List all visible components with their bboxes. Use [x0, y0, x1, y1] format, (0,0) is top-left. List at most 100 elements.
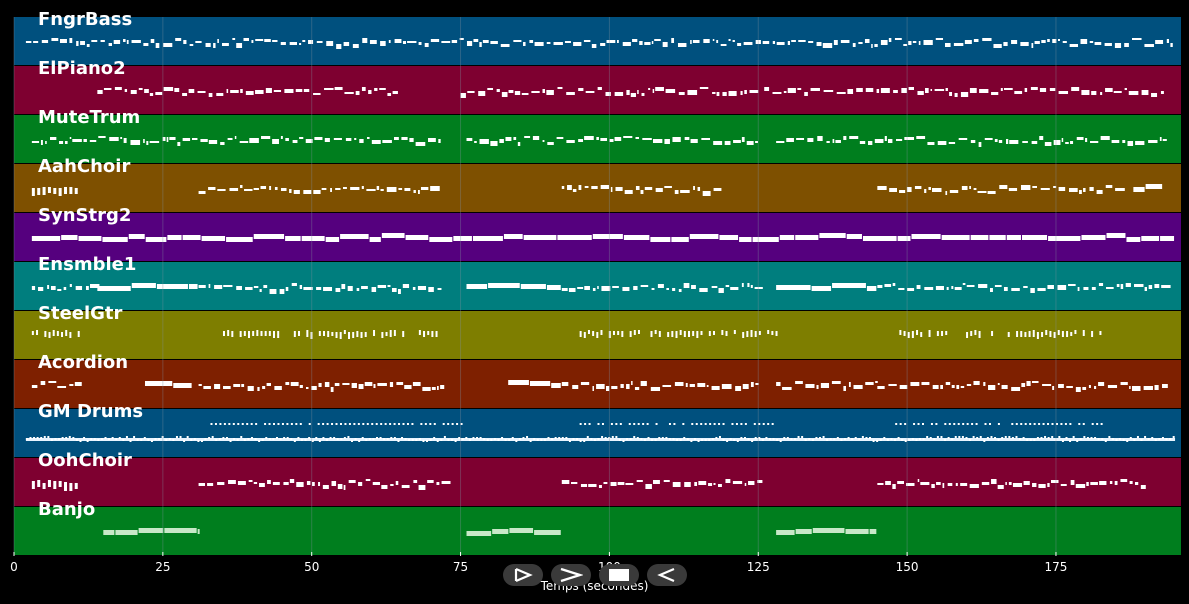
- note: [1129, 386, 1131, 389]
- note: [757, 480, 763, 483]
- note: [1047, 423, 1050, 425]
- note: [500, 44, 510, 47]
- note: [322, 485, 329, 489]
- note: [102, 237, 128, 242]
- note: [916, 330, 919, 335]
- note: [899, 190, 906, 193]
- note: [966, 332, 969, 338]
- note: [642, 138, 652, 140]
- note: [280, 188, 287, 191]
- note: [797, 436, 800, 438]
- note: [876, 89, 880, 93]
- note: [161, 436, 164, 438]
- note: [572, 438, 575, 440]
- note: [521, 93, 529, 95]
- note: [708, 439, 711, 441]
- note: [47, 480, 51, 487]
- note: [404, 438, 407, 440]
- note: [289, 189, 292, 193]
- note: [443, 436, 446, 438]
- note: [526, 436, 529, 438]
- forward-button[interactable]: [551, 564, 591, 586]
- note: [201, 236, 226, 241]
- note: [253, 482, 258, 484]
- note: [61, 235, 78, 240]
- note: [608, 331, 611, 338]
- note: [685, 383, 688, 387]
- note: [987, 191, 996, 194]
- note: [331, 481, 337, 486]
- note: [636, 480, 643, 482]
- note: [731, 423, 734, 425]
- note: [597, 87, 602, 90]
- note: [718, 436, 721, 438]
- note: [1082, 330, 1085, 336]
- stop-button[interactable]: [599, 564, 639, 586]
- note: [219, 423, 222, 425]
- note: [211, 436, 214, 438]
- note: [666, 288, 670, 290]
- note: [969, 88, 977, 93]
- note: [83, 139, 87, 142]
- note: [377, 383, 387, 386]
- track-lane: [14, 409, 1181, 457]
- note: [1144, 44, 1154, 47]
- note: [305, 387, 309, 389]
- note: [1096, 190, 1103, 194]
- note: [700, 423, 703, 425]
- track-label: AahChoir: [38, 156, 130, 177]
- note: [64, 187, 68, 194]
- note: [608, 437, 611, 439]
- note: [1076, 440, 1079, 442]
- note: [511, 437, 514, 439]
- note: [316, 41, 323, 43]
- note: [347, 436, 350, 438]
- note: [263, 285, 268, 288]
- note: [266, 383, 271, 386]
- note: [210, 423, 213, 425]
- note: [341, 284, 346, 289]
- note: [737, 43, 742, 46]
- note: [843, 438, 846, 440]
- note: [213, 43, 216, 48]
- note: [986, 437, 989, 439]
- note: [740, 423, 743, 425]
- note: [1113, 91, 1122, 93]
- note: [391, 288, 397, 292]
- note: [164, 528, 197, 533]
- note: [879, 439, 882, 441]
- note: [358, 482, 363, 486]
- note: [547, 437, 550, 439]
- back-icon: [657, 567, 675, 583]
- note: [364, 332, 367, 337]
- note: [316, 287, 322, 290]
- note: [798, 40, 806, 42]
- note: [755, 383, 759, 385]
- note: [250, 437, 253, 439]
- note: [721, 384, 732, 389]
- note: [588, 423, 591, 425]
- note: [596, 384, 605, 389]
- note: [945, 331, 948, 335]
- note: [598, 485, 602, 488]
- note: [1058, 187, 1066, 191]
- note: [323, 287, 333, 291]
- play-button[interactable]: [503, 564, 543, 586]
- note: [654, 439, 657, 441]
- note: [805, 384, 815, 388]
- note: [964, 40, 972, 44]
- note: [1120, 284, 1124, 289]
- note: [1099, 481, 1107, 485]
- note: [917, 91, 924, 95]
- note: [63, 287, 67, 290]
- note: [1066, 386, 1073, 388]
- note: [1068, 284, 1076, 286]
- note: [466, 531, 492, 536]
- note: [373, 384, 376, 388]
- note: [461, 438, 464, 440]
- back-button[interactable]: [647, 564, 687, 586]
- note: [687, 90, 698, 95]
- note: [243, 439, 246, 441]
- note: [265, 88, 272, 93]
- note: [1154, 385, 1159, 390]
